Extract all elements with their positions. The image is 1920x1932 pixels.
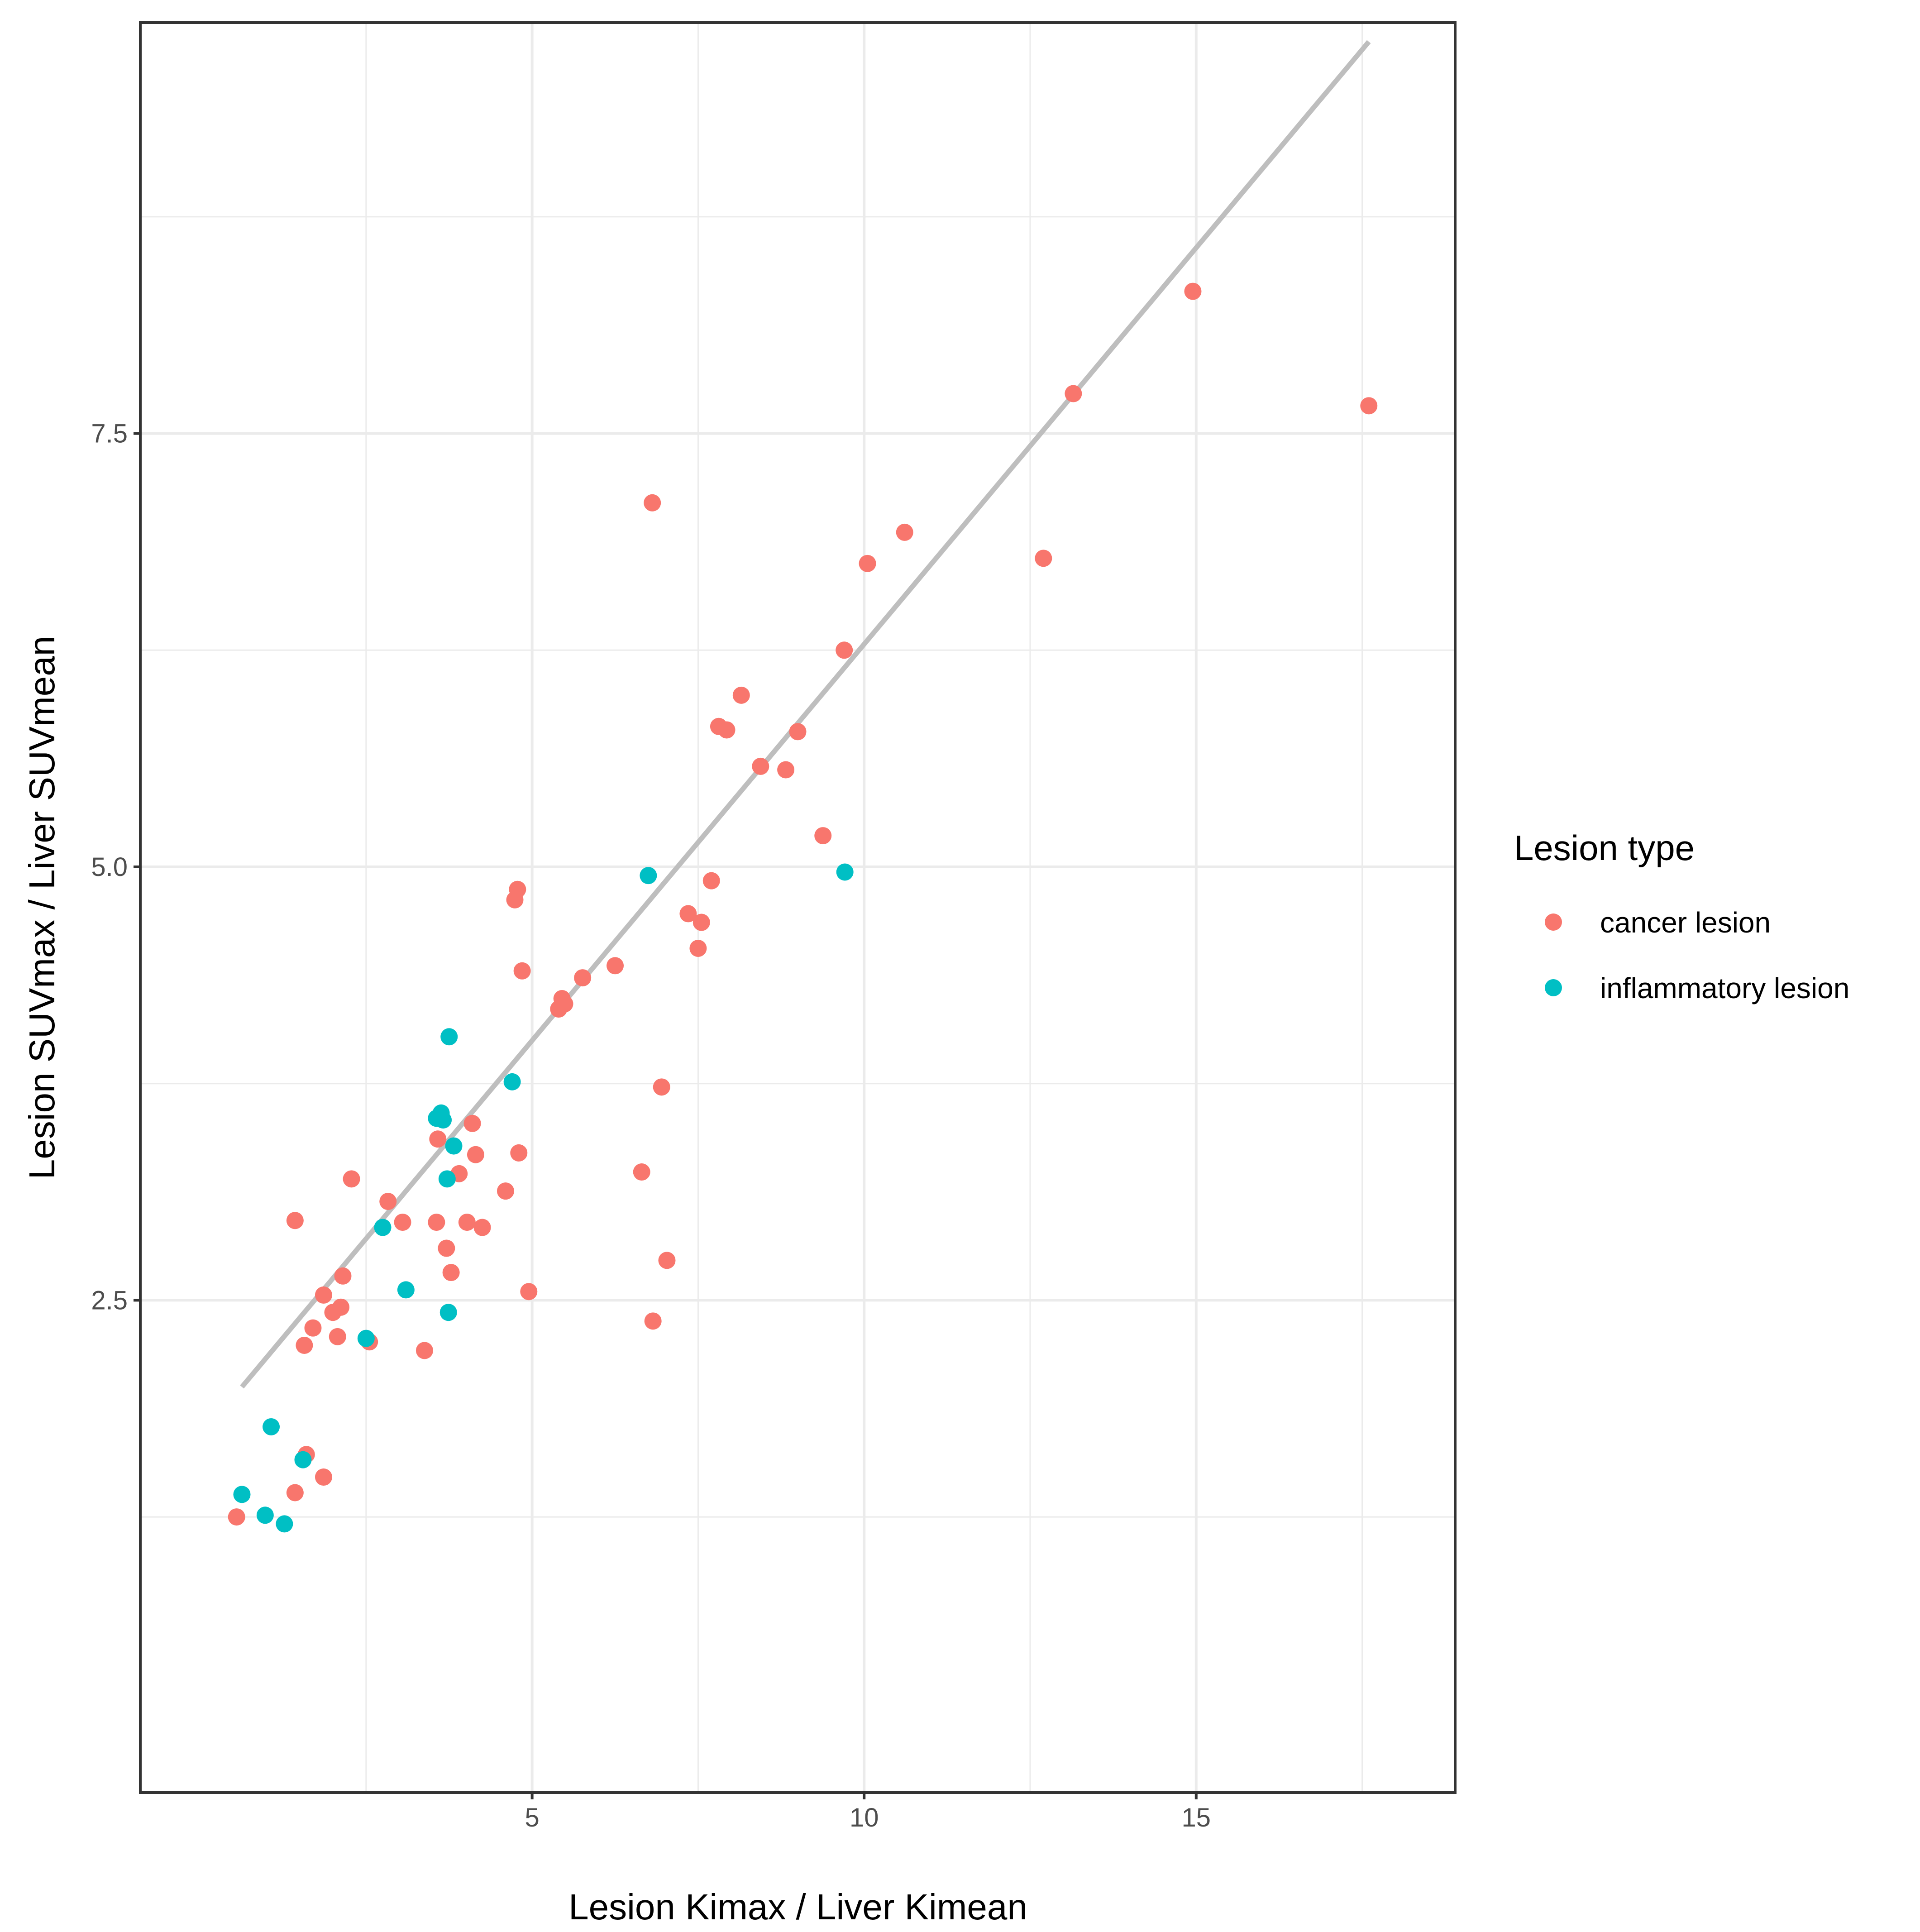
point-cancer-lesion (689, 939, 707, 957)
point-cancer-lesion (509, 880, 526, 898)
point-cancer-lesion (315, 1468, 332, 1486)
legend-key-inflammatory-lesion (1545, 979, 1562, 996)
point-cancer-lesion (334, 1267, 352, 1285)
point-cancer-lesion (752, 757, 769, 775)
point-cancer-lesion (1184, 282, 1202, 300)
point-inflammatory-lesion (445, 1137, 463, 1155)
legend-key-cancer-lesion (1545, 913, 1562, 931)
point-cancer-lesion (332, 1298, 350, 1316)
point-cancer-lesion (416, 1342, 433, 1359)
legend: Lesion type cancer lesion inflammatory l… (1514, 828, 1849, 1004)
point-cancer-lesion (379, 1193, 397, 1210)
fit-line-layer (240, 40, 1371, 1389)
point-cancer-lesion (1035, 550, 1052, 567)
legend-label-cancer-lesion: cancer lesion (1600, 906, 1771, 939)
point-inflammatory-lesion (439, 1304, 457, 1321)
point-cancer-lesion (836, 641, 853, 659)
point-cancer-lesion (732, 686, 750, 704)
point-cancer-lesion (520, 1283, 538, 1301)
y-tick-label: 5.0 (91, 852, 128, 882)
point-cancer-lesion (513, 962, 531, 980)
x-axis-title: Lesion Kimax / Liver Kimean (568, 1887, 1027, 1927)
point-cancer-lesion (633, 1163, 650, 1181)
point-inflammatory-lesion (263, 1418, 280, 1435)
point-inflammatory-lesion (276, 1515, 293, 1533)
x-tick-label: 15 (1182, 1803, 1211, 1832)
point-cancer-lesion (718, 721, 736, 739)
point-cancer-lesion (693, 913, 710, 931)
y-tick-label: 7.5 (91, 419, 128, 449)
point-inflammatory-lesion (836, 863, 854, 881)
point-inflammatory-lesion (440, 1028, 458, 1046)
point-cancer-lesion (458, 1214, 476, 1231)
point-inflammatory-lesion (256, 1506, 274, 1524)
grid-lines (140, 23, 1455, 1793)
legend-label-inflammatory-lesion: inflammatory lesion (1600, 972, 1849, 1004)
point-cancer-lesion (473, 1219, 491, 1236)
point-cancer-lesion (463, 1114, 481, 1132)
point-inflammatory-lesion (294, 1451, 312, 1468)
point-cancer-lesion (574, 969, 592, 987)
x-tick-label: 5 (525, 1803, 539, 1832)
point-cancer-lesion (644, 1312, 662, 1330)
point-cancer-lesion (814, 827, 832, 845)
point-inflammatory-lesion (438, 1170, 456, 1188)
point-cancer-lesion (286, 1212, 304, 1229)
point-cancer-lesion (438, 1239, 455, 1257)
point-cancer-lesion (497, 1182, 514, 1200)
legend-title: Lesion type (1514, 828, 1695, 868)
point-cancer-lesion (228, 1508, 245, 1526)
point-cancer-lesion (315, 1286, 332, 1304)
point-inflammatory-lesion (640, 867, 657, 885)
point-cancer-lesion (286, 1484, 304, 1502)
point-cancer-lesion (896, 523, 913, 541)
point-inflammatory-lesion (397, 1281, 415, 1299)
point-cancer-lesion (304, 1319, 322, 1337)
data-points (228, 282, 1378, 1533)
point-cancer-lesion (653, 1078, 670, 1096)
point-cancer-lesion (1360, 397, 1378, 415)
point-cancer-lesion (777, 761, 795, 779)
point-cancer-lesion (644, 494, 661, 512)
point-cancer-lesion (679, 905, 697, 923)
point-cancer-lesion (607, 957, 624, 975)
point-cancer-lesion (442, 1264, 460, 1282)
point-cancer-lesion (296, 1336, 313, 1354)
x-tick-label: 10 (850, 1803, 879, 1832)
axis-ticks: 5 10 15 2.5 5.0 7.5 (91, 419, 1211, 1832)
point-cancer-lesion (467, 1146, 484, 1163)
point-cancer-lesion (428, 1214, 445, 1231)
point-cancer-lesion (789, 723, 807, 741)
point-cancer-lesion (394, 1214, 411, 1231)
point-inflammatory-lesion (233, 1486, 251, 1503)
point-cancer-lesion (429, 1130, 447, 1148)
point-cancer-lesion (510, 1144, 528, 1162)
point-cancer-lesion (329, 1328, 346, 1345)
fit-line (240, 40, 1371, 1389)
point-cancer-lesion (1065, 385, 1082, 402)
point-inflammatory-lesion (503, 1073, 521, 1090)
y-axis-title: Lesion SUVmax / Liver SUVmean (22, 636, 62, 1180)
y-tick-label: 2.5 (91, 1286, 128, 1315)
point-cancer-lesion (702, 872, 720, 889)
point-cancer-lesion (658, 1252, 676, 1269)
point-inflammatory-lesion (374, 1219, 392, 1236)
point-cancer-lesion (343, 1170, 360, 1188)
point-inflammatory-lesion (435, 1111, 452, 1129)
panel-border (139, 21, 1457, 1794)
panel-background (140, 23, 1455, 1793)
point-cancer-lesion (556, 995, 573, 1013)
point-cancer-lesion (859, 555, 876, 572)
point-inflammatory-lesion (357, 1329, 375, 1347)
